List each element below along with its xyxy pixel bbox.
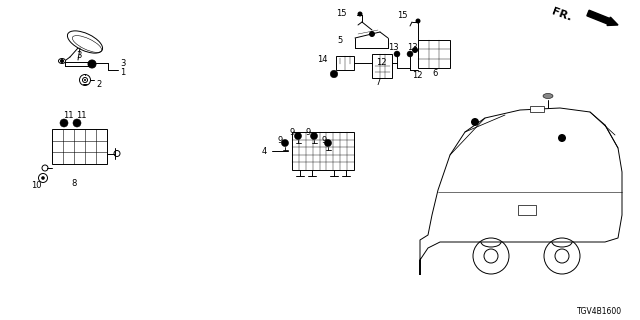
Text: 1: 1 <box>120 68 125 76</box>
Bar <box>418 40 450 68</box>
Circle shape <box>294 132 301 140</box>
Text: 8: 8 <box>71 180 77 188</box>
Circle shape <box>324 140 332 147</box>
Text: 12: 12 <box>412 70 422 79</box>
Circle shape <box>60 119 68 127</box>
Bar <box>336 56 354 70</box>
Bar <box>372 54 392 78</box>
Text: TGV4B1600: TGV4B1600 <box>577 308 623 316</box>
Circle shape <box>394 51 400 57</box>
Text: 15: 15 <box>397 11 408 20</box>
Text: 13: 13 <box>388 44 398 52</box>
Text: 15: 15 <box>337 9 347 18</box>
Text: 11: 11 <box>76 110 86 119</box>
Circle shape <box>60 59 64 63</box>
Text: 9: 9 <box>290 127 295 137</box>
Circle shape <box>412 47 418 53</box>
Circle shape <box>41 176 45 180</box>
Text: 10: 10 <box>31 181 41 190</box>
Text: 7: 7 <box>375 77 381 86</box>
Circle shape <box>282 140 289 147</box>
Text: 5: 5 <box>338 36 343 44</box>
Bar <box>292 132 354 170</box>
Bar <box>530 106 544 112</box>
Circle shape <box>369 31 375 37</box>
FancyArrow shape <box>587 10 618 26</box>
Bar <box>518 205 536 215</box>
Text: 12: 12 <box>376 58 387 67</box>
Ellipse shape <box>543 93 553 99</box>
Circle shape <box>415 19 420 23</box>
Text: 6: 6 <box>432 68 438 77</box>
Circle shape <box>471 118 479 126</box>
Circle shape <box>358 12 362 17</box>
Text: 3: 3 <box>120 59 125 68</box>
Circle shape <box>88 60 96 68</box>
Text: 9: 9 <box>277 135 282 145</box>
Text: 9: 9 <box>306 127 311 137</box>
Circle shape <box>558 134 566 142</box>
Text: 3: 3 <box>76 52 81 60</box>
Text: 9: 9 <box>322 135 327 145</box>
Text: 14: 14 <box>317 55 328 65</box>
Bar <box>52 129 107 164</box>
Circle shape <box>73 119 81 127</box>
Text: 2: 2 <box>96 79 101 89</box>
Circle shape <box>84 79 86 81</box>
Circle shape <box>310 132 317 140</box>
Circle shape <box>330 70 338 78</box>
Text: 4: 4 <box>261 147 267 156</box>
Text: 13: 13 <box>406 44 417 52</box>
Text: FR.: FR. <box>550 7 573 23</box>
Text: 11: 11 <box>63 110 74 119</box>
Circle shape <box>407 51 413 57</box>
